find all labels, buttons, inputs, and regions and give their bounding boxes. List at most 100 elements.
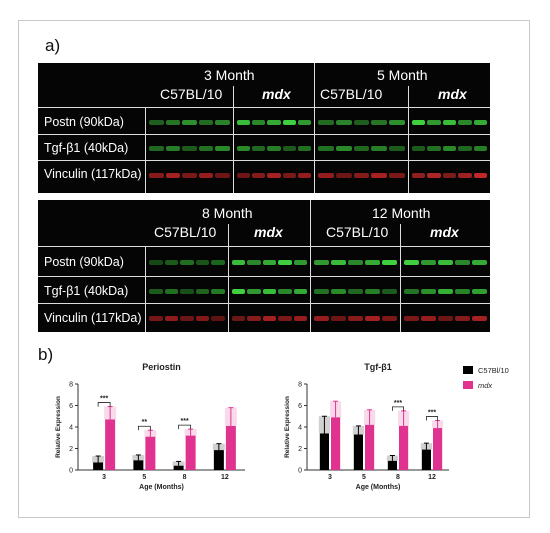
y-tick-label: 8 [298,382,302,389]
blot-row-label: Tgf-β1 (40kDa) [44,141,129,155]
row-divider [38,303,490,304]
blot-band [365,316,380,321]
blot-band [215,120,230,125]
chart-title: Periostin [142,362,181,372]
blot-band [198,146,214,151]
blot-band [182,120,197,125]
blot-band [473,120,487,125]
blot-band [297,120,311,125]
y-tick-label: 0 [298,468,302,475]
blot-band [180,260,194,265]
y-axis-label: Relative Expression [55,396,62,458]
western-blot-panel-top: 3 Month 5 Month C57BL/10 mdx C57BL/10 md… [38,63,490,193]
x-tick-label: 5 [142,474,146,481]
legend-swatch [463,366,473,374]
bar [133,460,144,470]
bar [105,419,116,470]
blot-band [252,146,266,151]
group-header: C57BL/10 [326,224,389,240]
blot-band [442,173,457,178]
row-divider [38,276,490,277]
blot-band [164,260,179,265]
y-tick-label: 6 [298,403,302,410]
bar [399,425,409,470]
x-axis-label: Age (Months) [356,484,401,491]
blot-band [252,120,266,125]
x-tick-label: 12 [428,474,436,481]
blot-band [293,289,307,294]
blot-band [472,316,487,321]
x-tick-label: 5 [362,474,366,481]
blot-band [149,289,163,294]
group-header: C57BL/10 [320,86,383,102]
blot-band [427,173,441,178]
y-tick-label: 2 [69,446,73,453]
bar [331,417,341,470]
blot-row-label: Tgf-β1 (40kDa) [44,284,129,298]
blot-band [412,173,426,178]
blot-band [164,316,179,321]
blot-band [353,120,370,125]
chart-legend: C57Bl/10 mdx [463,366,509,390]
blot-band [314,260,329,265]
group-header: mdx [254,224,283,240]
blot-band [348,289,363,294]
blot-band [348,260,363,265]
bar [93,462,104,470]
blot-row-label: Vinculin (117kDa) [44,311,142,325]
column-divider [145,246,146,332]
blot-band [438,316,453,321]
blot-row-label: Vinculin (117kDa) [44,167,142,181]
blot-band [371,146,388,151]
x-tick-label: 12 [221,474,229,481]
blot-band [198,120,214,125]
blot-band [458,146,472,151]
blot-band [195,316,210,321]
bar [319,433,329,470]
y-axis-label: Relative Expression [284,396,291,458]
blot-band [182,146,197,151]
bar [225,425,236,470]
blot-band [198,173,214,178]
blot-band [427,120,441,125]
timepoint-header: 12 Month [372,205,431,221]
bar [173,465,184,470]
blot-band [335,120,352,125]
blot-band [237,120,251,125]
blot-band [348,316,363,321]
significance-bracket [426,416,438,421]
blot-band [412,146,426,151]
y-tick-label: 4 [69,425,73,432]
legend-label: C57Bl/10 [478,366,509,375]
bar [365,424,375,470]
blot-band [353,146,370,151]
blot-band [165,146,181,151]
blot-band [371,173,388,178]
blot-band [165,173,181,178]
blot-band [331,289,346,294]
blot-band [382,316,397,321]
blot-band [318,146,334,151]
x-tick-label: 3 [328,474,332,481]
significance-label: *** [428,410,436,417]
y-tick-label: 0 [69,468,73,475]
blot-band [282,146,296,151]
significance-bracket [137,425,151,431]
blot-band [297,173,311,178]
blot-band [211,316,225,321]
blot-band [267,146,281,151]
row-divider [38,160,490,161]
legend-label: mdx [478,381,492,390]
group-header: mdx [430,224,459,240]
blot-row-label: Postn (90kDa) [44,255,124,269]
blot-band [237,173,251,178]
blot-band [211,289,225,294]
blot-band [438,289,453,294]
blot-band [421,316,436,321]
significance-label: *** [394,400,402,407]
blot-band [335,146,352,151]
panel-label-a: a) [45,36,61,55]
blot-band [314,289,329,294]
y-tick-label: 2 [298,446,302,453]
blot-band [404,260,419,265]
